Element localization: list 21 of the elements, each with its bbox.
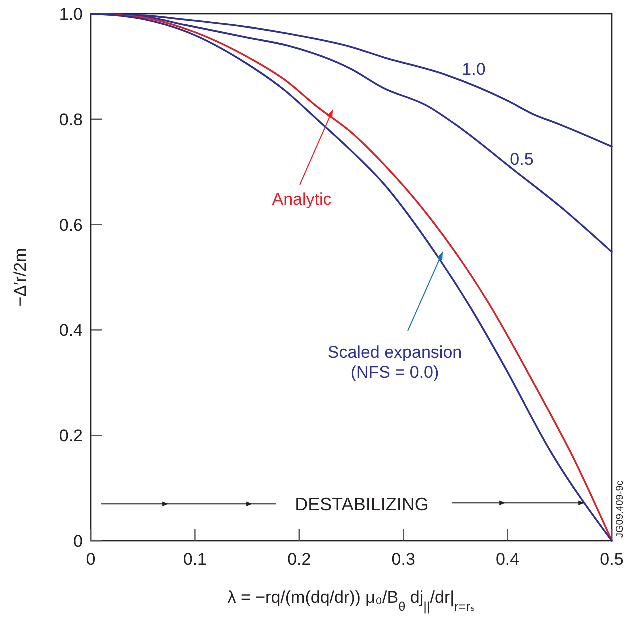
y-tick-label: 0.4 (59, 321, 83, 340)
x-tick-label: 0.4 (496, 550, 520, 569)
x-tick-label: 0.3 (392, 550, 416, 569)
annotation: DESTABILIZING (295, 494, 429, 514)
series-label: Scaled expansion (NFS = 0.0) (328, 343, 462, 382)
y-tick-label: 0.2 (59, 426, 83, 446)
y-tick-label: 0.8 (59, 110, 83, 130)
line-series (90, 13, 613, 542)
y-tick-label: 0 (74, 532, 83, 551)
series-label: 0.5 (510, 150, 534, 169)
x-tick-label: 0.2 (288, 550, 312, 569)
x-tick-label: 0.1 (183, 550, 208, 569)
x-axis-title: λ = −rq/(m(dq/dr)) μ₀/B$_{θ}$ dj$_{||}$/dr|$_{r=rₛ}$ (228, 588, 476, 614)
y-tick-label: 1.0 (59, 4, 83, 24)
y-tick-label: 0.6 (59, 216, 83, 235)
y-axis-title: −Δ′r/2m (11, 248, 30, 307)
series-label: 1.0 (462, 60, 486, 79)
x-tick-label: 0 (86, 550, 96, 569)
text: JG09.409-9c (615, 480, 626, 538)
x-tick-label: 0.5 (600, 550, 624, 569)
text: Analytic (272, 190, 332, 209)
